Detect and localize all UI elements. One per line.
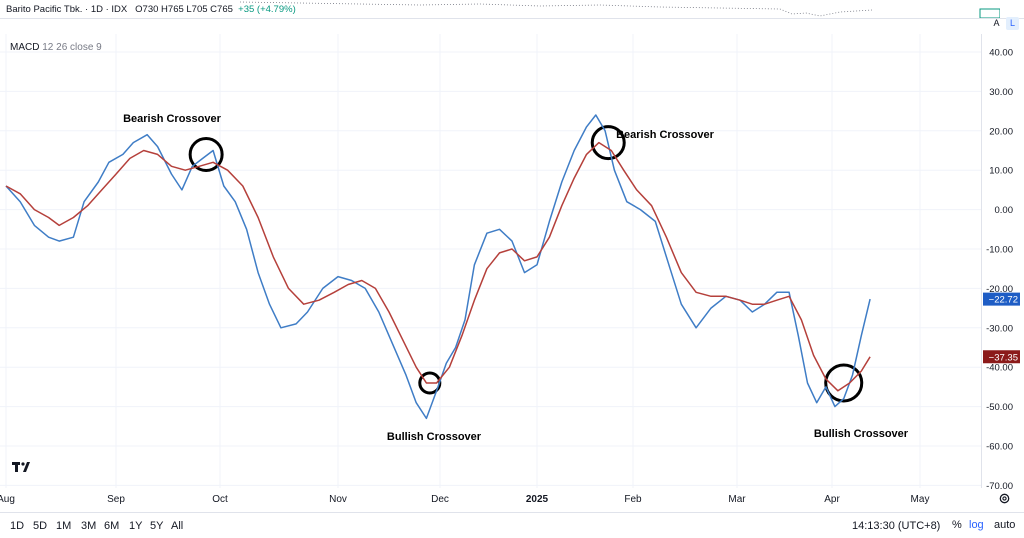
x-tick-label: Aug xyxy=(0,494,15,505)
x-tick-label: Sep xyxy=(107,494,125,505)
y-tick-label: -20.00 xyxy=(986,284,1013,295)
range-6m-button[interactable]: 6M xyxy=(104,520,120,532)
log-toggle[interactable]: log xyxy=(969,519,984,531)
annotation-label: Bullish Crossover xyxy=(387,431,482,443)
y-tick-label: 40.00 xyxy=(989,48,1013,59)
crossover-circle xyxy=(590,125,626,161)
auto-scale-button[interactable]: A xyxy=(993,18,1000,28)
range-all-button[interactable]: All xyxy=(171,520,184,532)
macd-value-text: −22.72 xyxy=(989,295,1018,306)
price-axis-border xyxy=(981,34,982,488)
y-tick-label: 10.00 xyxy=(989,166,1013,177)
gear-icon[interactable] xyxy=(998,492,1011,508)
last-value-tags: −22.72 −37.35 xyxy=(983,292,1020,364)
range-1y-button[interactable]: 1Y xyxy=(129,520,143,532)
x-tick-label: Oct xyxy=(212,494,228,505)
range-1d-button[interactable]: 1D xyxy=(10,520,25,532)
y-tick-label: 30.00 xyxy=(989,87,1013,98)
macd-chart[interactable]: 40.00 30.00 20.00 10.00 0.00 -10.00 -20.00 -30.… xyxy=(0,0,1024,512)
signal-value-text: −37.35 xyxy=(989,352,1018,363)
clock-timezone[interactable]: 14:13:30 (UTC+8) xyxy=(852,520,941,532)
y-tick-label: -50.00 xyxy=(986,402,1013,413)
x-axis-ticks: Aug Sep Oct Nov Dec 2025 Feb Mar Apr May xyxy=(0,494,929,505)
crossover-circle xyxy=(824,363,864,403)
crossover-circle xyxy=(188,136,224,172)
annotation-label: Bearish Crossover xyxy=(123,113,222,125)
bottom-toolbar: 1D 5D 1M 3M 6M 1Y 5Y All 14:13:30 (UTC+8… xyxy=(0,512,1024,538)
annotation-labels: Bearish Crossover Bullish Crossover Bearis… xyxy=(123,113,909,443)
y-tick-label: -10.00 xyxy=(986,245,1013,256)
y-tick-label: 0.00 xyxy=(995,205,1014,216)
crossover-circles xyxy=(188,125,864,403)
macd-value-tag xyxy=(983,292,1020,306)
indicator-params: 12 26 close 9 xyxy=(42,42,102,53)
y-tick-label: -60.00 xyxy=(986,442,1013,453)
percent-toggle[interactable]: % xyxy=(952,519,962,531)
symbol-header: Barito Pacific Tbk. · 1D · IDX O730 H765… xyxy=(0,0,1024,19)
chart-grid xyxy=(0,34,981,488)
log-scale-button[interactable]: L xyxy=(1006,17,1019,30)
annotation-label: Bullish Crossover xyxy=(814,428,909,440)
tradingview-logo-icon[interactable] xyxy=(10,456,32,478)
price-change: +35 (+4.79%) xyxy=(238,4,296,15)
x-tick-label: 2025 xyxy=(526,494,549,505)
macd-line xyxy=(5,114,871,420)
y-tick-label: -40.00 xyxy=(986,363,1013,374)
indicator-legend[interactable]: MACD 12 26 close 9 xyxy=(10,42,102,53)
price-chart-strip xyxy=(240,1,1000,18)
y-tick-label: 20.00 xyxy=(989,126,1013,137)
range-5y-button[interactable]: 5Y xyxy=(150,520,164,532)
x-tick-label: Nov xyxy=(329,494,347,505)
x-tick-label: May xyxy=(911,494,930,505)
y-tick-label: -70.00 xyxy=(986,481,1013,492)
y-axis-ticks: 40.00 30.00 20.00 10.00 0.00 -10.00 -20.00 -30.… xyxy=(986,48,1013,492)
symbol-info[interactable]: Barito Pacific Tbk. · 1D · IDX O730 H765… xyxy=(6,4,296,15)
macd-lines xyxy=(5,114,871,420)
ohlc-values: O730 H765 L705 C765 xyxy=(135,4,233,15)
indicator-name: MACD xyxy=(10,42,40,53)
annotation-label: Bearish Crossover xyxy=(616,129,715,141)
auto-toggle[interactable]: auto xyxy=(994,519,1016,531)
signal-value-tag xyxy=(983,350,1020,364)
x-tick-label: Apr xyxy=(824,494,840,505)
symbol-name[interactable]: Barito Pacific Tbk. · 1D · IDX xyxy=(6,4,128,15)
x-tick-label: Feb xyxy=(624,494,642,505)
y-tick-label: -30.00 xyxy=(986,323,1013,334)
range-1m-button[interactable]: 1M xyxy=(56,520,72,532)
x-tick-label: Mar xyxy=(728,494,746,505)
x-tick-label: Dec xyxy=(431,494,449,505)
range-5d-button[interactable]: 5D xyxy=(33,520,48,532)
range-3m-button[interactable]: 3M xyxy=(81,520,97,532)
signal-line xyxy=(5,141,871,392)
